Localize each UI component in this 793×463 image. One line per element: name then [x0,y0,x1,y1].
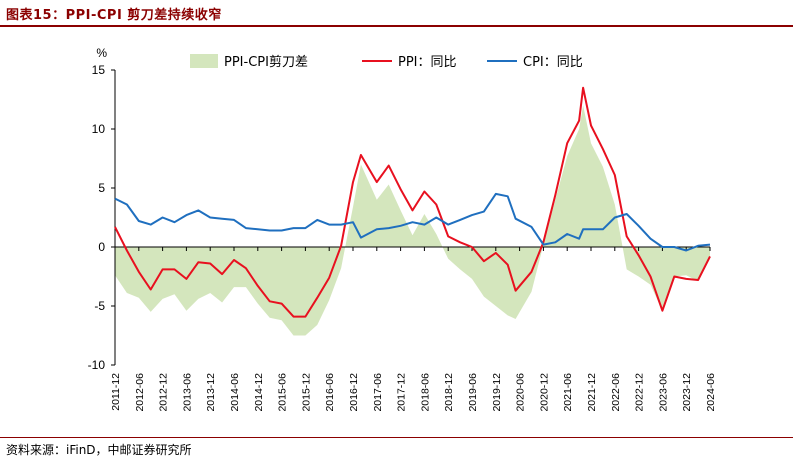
x-tick-label: 2017-06 [372,373,384,412]
x-tick-label: 2023-06 [657,373,669,412]
x-tick-label: 2020-12 [538,373,550,412]
x-tick-label: 2013-12 [205,373,217,412]
x-tick-label: 2019-06 [467,373,479,412]
series-area-spread [115,105,710,336]
x-tick-label: 2023-12 [681,373,693,412]
x-tick-label: 2015-06 [277,373,289,412]
x-tick-label: 2014-12 [253,373,265,412]
top-rule [0,25,793,27]
y-axis-unit: % [96,46,107,60]
x-tick-label: 2015-12 [300,373,312,412]
x-tick-label: 2016-12 [348,373,360,412]
legend-swatch-spread [190,54,218,68]
series-line-cpi [114,192,711,252]
y-tick-label: -5 [94,299,105,313]
x-tick-label: 2018-06 [419,373,431,412]
bottom-rule [0,437,793,438]
series-line-ppi [114,86,711,318]
x-tick-label: 2021-06 [562,373,574,412]
y-tick-label: 5 [98,181,105,195]
x-tick-label: 2011-12 [110,373,122,411]
y-tick-label: -10 [88,358,106,372]
x-tick-label: 2013-06 [181,373,193,412]
legend-label: PPI：同比 [398,55,457,70]
x-tick-label: 2024-06 [705,373,717,412]
y-tick-label: 10 [92,122,106,136]
x-tick-label: 2021-12 [586,373,598,412]
y-tick-label: 0 [98,240,105,254]
x-tick-label: 2018-12 [443,373,455,412]
x-tick-label: 2012-06 [134,373,146,412]
y-tick-label: 15 [92,63,106,77]
x-tick-label: 2020-06 [515,373,527,412]
figure-title: 图表15：PPI-CPI 剪刀差持续收窄 [6,8,222,23]
x-tick-label: 2016-06 [324,373,336,412]
x-tick-label: 2017-12 [396,373,408,412]
x-tick-label: 2014-06 [229,373,241,412]
x-tick-label: 2012-12 [158,373,170,412]
source-note: 资料来源：iFinD，中邮证券研究所 [6,443,192,457]
x-tick-label: 2022-06 [610,373,622,412]
legend-label: PPI-CPI剪刀差 [224,54,308,70]
x-tick-label: 2019-12 [491,373,503,412]
x-tick-label: 2022-12 [634,373,646,412]
legend-label: CPI：同比 [523,55,583,70]
